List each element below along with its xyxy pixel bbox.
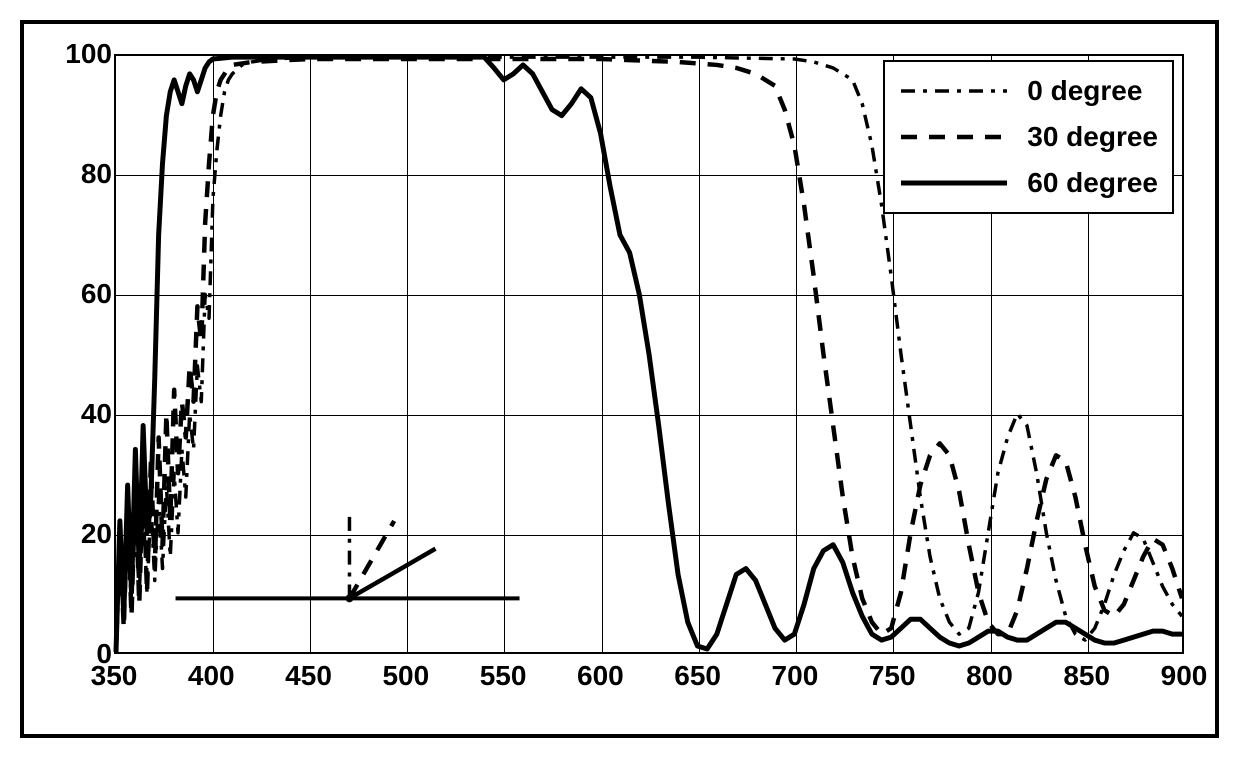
legend-swatch-icon <box>899 168 1009 198</box>
y-tick-label: 80 <box>70 158 112 190</box>
y-tick-label: 100 <box>54 38 112 70</box>
x-tick-label: 900 <box>1161 660 1208 692</box>
plot-area: 0 degree 30 degree 60 degree <box>114 54 1184 654</box>
inset-origin-dot <box>345 594 353 602</box>
y-tick-label: 20 <box>70 518 112 550</box>
legend-row: 0 degree <box>899 68 1158 114</box>
legend-swatch-icon <box>899 122 1009 152</box>
legend: 0 degree 30 degree 60 degree <box>883 60 1174 214</box>
x-tick-label: 450 <box>285 660 332 692</box>
x-tick-label: 600 <box>577 660 624 692</box>
x-tick-label: 550 <box>480 660 527 692</box>
y-tick-label: 60 <box>70 278 112 310</box>
x-tick-label: 350 <box>91 660 138 692</box>
legend-row: 60 degree <box>899 160 1158 206</box>
chart-outer-frame: 020406080100 350400450500550600650700750… <box>20 20 1219 738</box>
legend-label: 30 degree <box>1027 121 1158 153</box>
x-tick-label: 750 <box>869 660 916 692</box>
y-tick-label: 40 <box>70 398 112 430</box>
x-tick-label: 800 <box>966 660 1013 692</box>
x-tick-label: 500 <box>382 660 429 692</box>
legend-row: 30 degree <box>899 114 1158 160</box>
x-tick-label: 850 <box>1063 660 1110 692</box>
x-tick-label: 650 <box>674 660 721 692</box>
legend-label: 0 degree <box>1027 75 1142 107</box>
x-tick-label: 700 <box>772 660 819 692</box>
x-tick-label: 400 <box>188 660 235 692</box>
legend-label: 60 degree <box>1027 167 1158 199</box>
legend-swatch-icon <box>899 76 1009 106</box>
